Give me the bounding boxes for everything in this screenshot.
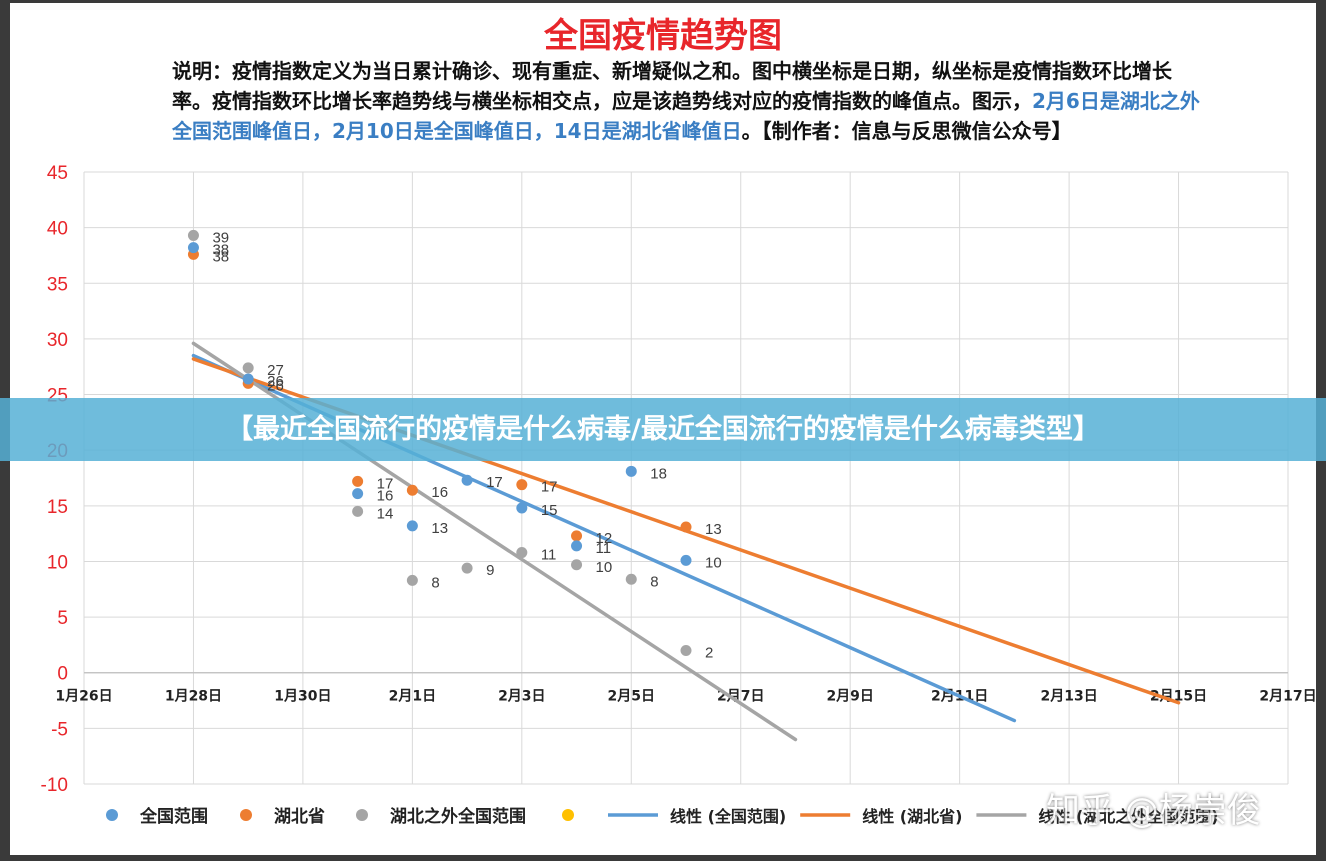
data-point (680, 521, 692, 533)
data-label: 26 (267, 373, 284, 390)
y-tick-label: -5 (51, 719, 68, 740)
data-point (571, 540, 583, 552)
watermark: 知乎 @杨崇俊 (1046, 791, 1261, 831)
data-point (242, 373, 254, 385)
data-point (187, 242, 199, 254)
data-label: 12 (596, 530, 613, 547)
data-label: 26 (267, 377, 284, 394)
data-label: 27 (267, 362, 284, 379)
legend-label: 全国范围 (139, 806, 208, 827)
data-point (352, 475, 364, 487)
y-tick-label: 10 (47, 552, 68, 573)
description-author: 。【制作者：信息与反思微信公众号】 (741, 119, 1072, 143)
data-point (406, 520, 418, 532)
data-label: 38 (212, 242, 229, 259)
y-tick-label: 30 (47, 330, 68, 351)
data-label: 11 (541, 547, 557, 564)
data-point (461, 474, 473, 486)
data-point (680, 644, 692, 656)
data-label: 9 (486, 562, 494, 579)
y-tick-label: 0 (57, 664, 68, 685)
chart-title: 全国疫情趋势图 (544, 16, 782, 56)
legend-label: 湖北之外全国范围 (390, 806, 526, 827)
chart-description: 说明：疫情指数定义为当日累计确诊、现有重症、新增疑似之和。图中横坐标是日期，纵坐… (172, 56, 1204, 146)
data-point (571, 530, 583, 542)
legend-label: 湖北省 (274, 806, 325, 827)
data-label: 17 (377, 475, 394, 492)
x-tick-label: 1月30日 (274, 689, 331, 705)
x-tick-label: 2月9日 (826, 689, 873, 705)
data-point (352, 488, 364, 500)
data-label: 18 (650, 465, 667, 482)
description-text: 说明：疫情指数定义为当日累计确诊、现有重症、新增疑似之和。图中横坐标是日期，纵坐… (172, 59, 1172, 113)
data-label: 17 (486, 474, 503, 491)
x-tick-label: 2月13日 (1040, 689, 1097, 705)
data-point (187, 229, 199, 241)
x-tick-label: 1月28日 (165, 689, 222, 705)
x-tick-label: 2月1日 (389, 689, 436, 705)
data-label: 8 (431, 574, 439, 591)
x-tick-label: 2月7日 (717, 689, 764, 705)
data-label: 16 (431, 484, 448, 501)
data-label: 10 (705, 554, 722, 571)
data-label: 15 (541, 502, 558, 519)
data-label: 38 (212, 248, 229, 265)
y-tick-label: 5 (57, 608, 68, 629)
data-point (625, 465, 637, 477)
legend-marker (356, 809, 368, 821)
data-point (406, 574, 418, 586)
data-label: 39 (212, 229, 229, 246)
data-point (516, 479, 528, 491)
data-point (406, 484, 418, 496)
data-point (516, 547, 528, 559)
x-tick-label: 2月15日 (1150, 689, 1207, 705)
legend-label: 线性 (湖北省) (862, 807, 962, 826)
legend-marker (240, 809, 252, 821)
data-label: 11 (596, 540, 612, 557)
legend-label: 线性 (全国范围) (670, 807, 786, 826)
banner-text: 【最近全国流行的疫情是什么病毒/最近全国流行的疫情是什么病毒类型】 (226, 414, 1100, 445)
legend-marker (106, 809, 118, 821)
y-tick-label: 15 (47, 497, 68, 518)
y-tick-label: -10 (41, 775, 68, 796)
y-tick-label: 40 (47, 219, 68, 240)
data-label: 13 (705, 521, 722, 538)
overlay-banner: 【最近全国流行的疫情是什么病毒/最近全国流行的疫情是什么病毒类型】 (0, 398, 1326, 461)
data-point (352, 505, 364, 517)
legend-label: 线性 (湖北之外全国范围) (1038, 807, 1218, 826)
description-highlight: 2月6日是湖北之外全国范围峰值日，2月10日是全国峰值日，14日是湖北省峰值日 (172, 89, 1200, 143)
x-tick-label: 2月3日 (498, 689, 545, 705)
data-label: 10 (596, 559, 613, 576)
data-point (625, 573, 637, 585)
data-point (680, 554, 692, 566)
data-label: 17 (541, 479, 558, 496)
data-point (242, 362, 254, 374)
data-label: 8 (650, 573, 658, 590)
x-tick-label: 2月17日 (1259, 689, 1316, 705)
y-tick-label: 45 (47, 163, 68, 184)
data-label: 16 (377, 488, 394, 505)
legend-marker (562, 809, 574, 821)
data-point (461, 562, 473, 574)
data-point (571, 559, 583, 571)
data-label: 13 (431, 520, 448, 537)
data-label: 2 (705, 644, 713, 661)
x-tick-label: 1月26日 (55, 689, 112, 705)
data-label: 14 (377, 505, 394, 522)
x-tick-label: 2月5日 (608, 689, 655, 705)
data-point (516, 502, 528, 514)
y-tick-label: 35 (47, 274, 68, 295)
